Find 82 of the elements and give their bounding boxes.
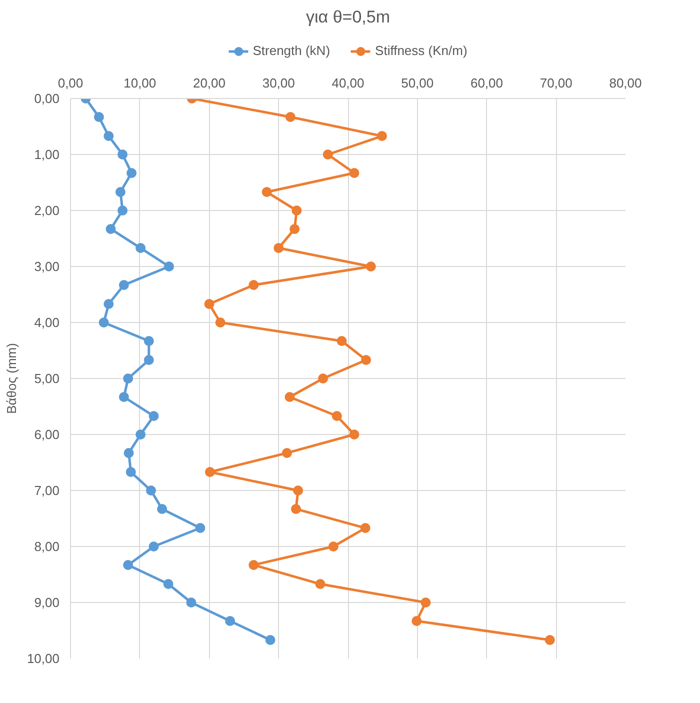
x-tick-label: 50,00 [401, 76, 434, 90]
point [349, 430, 360, 440]
y-tick-label: 9,00 [34, 595, 60, 610]
y-tick-label: 8,00 [34, 539, 60, 554]
point [248, 560, 259, 570]
point [186, 598, 196, 608]
y-tick-label: 10,00 [26, 651, 60, 666]
point [265, 635, 276, 646]
point [248, 280, 259, 290]
legend-label: Stiffness (Kn/m) [375, 43, 468, 58]
point [163, 579, 174, 590]
point [123, 560, 134, 570]
y-tick-label: 6,00 [34, 427, 60, 442]
y-tick-label: 1,00 [34, 147, 60, 162]
y-axis-title: Βάθος (mm) [4, 343, 19, 414]
point [544, 635, 555, 646]
x-tick-label: 30,00 [262, 76, 295, 90]
point [292, 206, 302, 216]
point [293, 486, 304, 496]
point [136, 430, 146, 440]
point [215, 318, 226, 328]
y-tick-label: 7,00 [34, 483, 60, 498]
point [157, 504, 168, 514]
y-tick-label: 4,00 [34, 315, 60, 330]
point [94, 112, 104, 122]
x-tick-label: 80,00 [609, 76, 642, 90]
point [349, 168, 360, 178]
point [360, 523, 370, 534]
point [126, 467, 136, 478]
legend-label: Strength (kN) [252, 43, 330, 58]
point [225, 616, 236, 626]
x-tick-label: 70,00 [540, 76, 572, 90]
y-tick-label: 0,00 [34, 91, 60, 106]
x-tick-label: 40,00 [332, 76, 364, 90]
point [332, 411, 342, 422]
point [376, 131, 387, 142]
point [98, 318, 109, 328]
point [106, 224, 116, 234]
x-tick-label: 20,00 [192, 76, 226, 90]
point [290, 504, 301, 514]
point [204, 467, 215, 478]
point [290, 224, 300, 234]
point [118, 206, 128, 216]
x-tick-label: 10,00 [124, 76, 156, 90]
point [420, 598, 431, 608]
point [136, 243, 146, 254]
point [123, 374, 134, 384]
point [336, 336, 347, 346]
point [315, 579, 326, 590]
point [412, 616, 422, 626]
point [118, 280, 129, 290]
point [262, 187, 272, 198]
point [164, 262, 174, 272]
point [322, 150, 333, 160]
point [104, 299, 114, 310]
point [146, 486, 156, 496]
y-tick-label: 5,00 [34, 371, 60, 386]
point [126, 168, 137, 178]
point [274, 243, 284, 254]
y-tick-label: 3,00 [34, 259, 60, 274]
point [282, 448, 292, 458]
y-tick-label: 2,00 [34, 203, 60, 218]
point [361, 355, 372, 366]
x-tick-label: 0,00 [58, 76, 84, 90]
point [328, 542, 338, 552]
point [118, 392, 129, 402]
point [104, 131, 114, 142]
point [318, 374, 328, 384]
x-tick-label: 60,00 [470, 76, 504, 90]
point [284, 392, 295, 402]
point [148, 542, 159, 552]
point [115, 187, 126, 198]
point [144, 336, 154, 346]
chart-title: για θ=0,5m [306, 8, 390, 26]
point [118, 150, 128, 160]
point [144, 355, 154, 366]
point [285, 112, 296, 122]
point [124, 448, 134, 458]
point [366, 262, 376, 272]
point [148, 411, 159, 422]
point [195, 523, 206, 534]
point [204, 299, 214, 310]
